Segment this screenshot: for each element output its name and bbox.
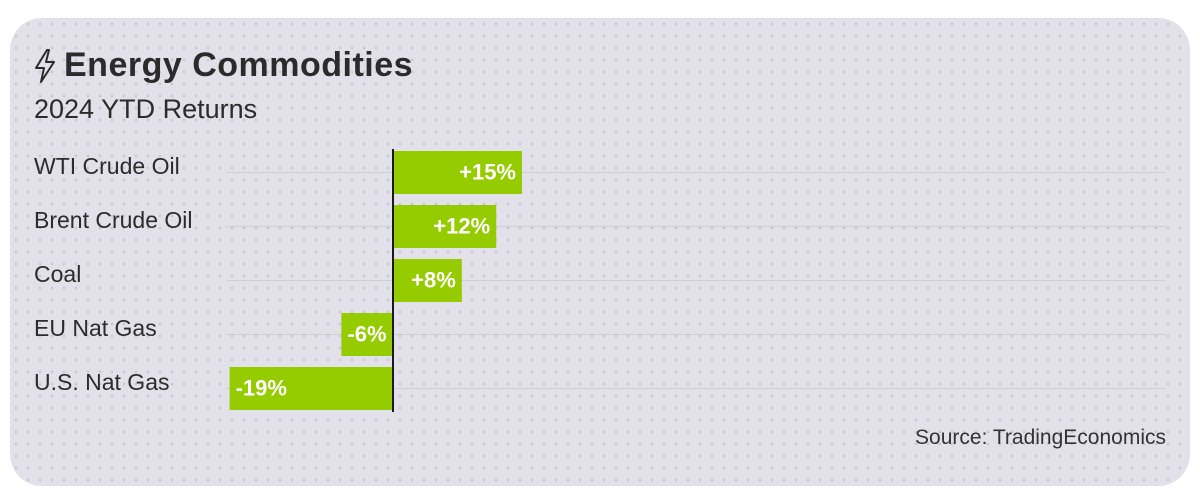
- chart-subtitle: 2024 YTD Returns: [34, 94, 258, 124]
- category-label: Coal: [34, 261, 81, 287]
- value-label: -6%: [347, 321, 386, 346]
- value-labels: +15% +12% +8% -6% -19%: [236, 159, 516, 400]
- category-label: Brent Crude Oil: [34, 207, 193, 233]
- category-label: EU Nat Gas: [34, 315, 157, 341]
- category-label: U.S. Nat Gas: [34, 369, 169, 395]
- bar-coal: [393, 259, 462, 302]
- category-label: WTI Crude Oil: [34, 153, 180, 179]
- bar-brent-crude-oil: [393, 205, 497, 248]
- value-label: +8%: [411, 267, 456, 292]
- value-label: +15%: [459, 159, 516, 184]
- value-label: -19%: [236, 375, 287, 400]
- chart-card: Energy Commodities 2024 YTD Returns Sour…: [10, 18, 1190, 486]
- bar-eu-nat-gas: [341, 313, 393, 356]
- bar-wti-crude-oil: [393, 151, 522, 194]
- source-note: Source: TradingEconomics: [915, 426, 1166, 449]
- chart-title: Energy Commodities: [64, 46, 414, 84]
- gridlines: [226, 172, 1166, 389]
- bars: [229, 151, 522, 410]
- value-label: +12%: [433, 213, 490, 238]
- bar-u-s-nat-gas: [229, 367, 393, 410]
- category-labels: WTI Crude Oil Brent Crude Oil Coal EU Nat G…: [34, 153, 193, 395]
- lightning-bolt-icon: [35, 48, 55, 83]
- title-row: Energy Commodities: [32, 46, 413, 85]
